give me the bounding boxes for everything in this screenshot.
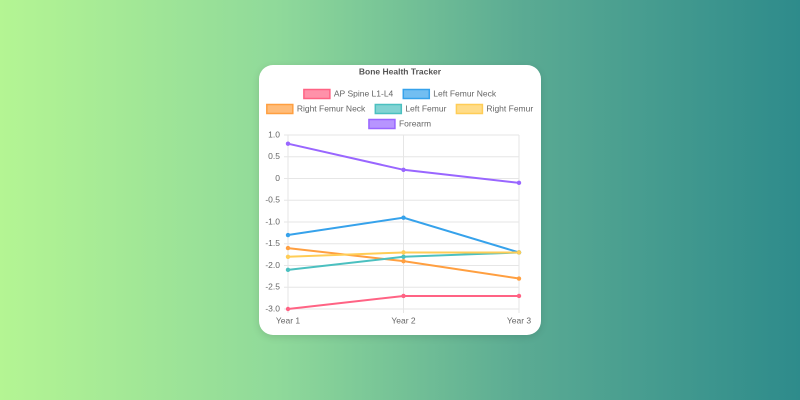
legend-label: Forearm [399,118,431,128]
legend-label: Right Femur [486,103,533,113]
legend-swatch [402,88,431,100]
data-point [516,293,522,299]
data-point [285,245,291,251]
y-tick-label: -1.0 [265,216,280,226]
data-point [401,215,406,220]
data-point [285,141,291,146]
legend-swatch [303,88,331,100]
legend-label: Left Femur Neck [433,88,497,98]
data-point [285,232,291,238]
legend-swatch [374,103,403,115]
x-tick-label: Year 1 [276,315,301,325]
legend-label: Right Femur Neck [297,103,366,113]
data-point [516,250,522,255]
y-tick-label: -2.5 [265,282,280,292]
legend-swatch [368,118,396,130]
y-tick-label: 0.5 [268,151,280,161]
y-tick-label: -3.0 [265,303,280,313]
data-point [516,276,522,281]
y-tick-label: 1.0 [268,129,280,139]
data-point [401,254,406,259]
y-tick-label: -0.5 [265,195,280,205]
chart-title: Bone Health Tracker [359,66,442,76]
data-point [401,250,406,255]
x-tick-label: Year 2 [391,315,416,325]
x-tick-label: Year 3 [507,315,532,325]
y-tick-label: -2.0 [265,260,280,270]
legend-swatch [266,103,294,115]
data-point [285,254,291,259]
data-point [401,293,406,299]
legend-label: Left Femur [405,103,446,113]
data-point [401,167,406,172]
data-point [285,306,291,312]
y-tick-label: 0 [275,173,280,183]
legend-label: AP Spine L1-L4 [334,88,394,98]
data-point [401,258,406,264]
data-point [285,267,291,273]
data-point [516,180,522,186]
legend-swatch [455,103,484,115]
y-tick-label: -1.5 [265,238,280,248]
